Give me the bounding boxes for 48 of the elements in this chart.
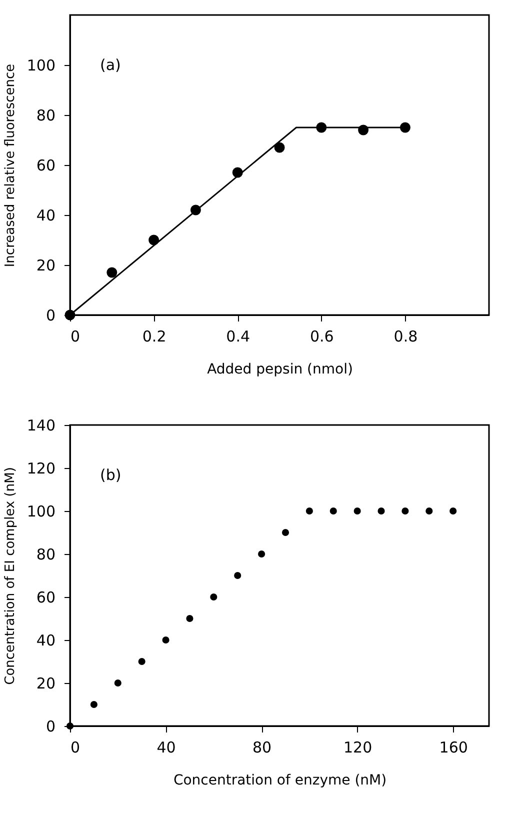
- y-tick-label: 100: [26, 502, 56, 520]
- y-tick-label: 40: [36, 632, 56, 650]
- x-axis-title: Added pepsin (nmol): [207, 362, 353, 378]
- y-tick-label: 80: [36, 106, 56, 124]
- point: [306, 507, 313, 515]
- x-tick-label: 80: [252, 738, 272, 756]
- y-tick-label: 100: [26, 56, 56, 74]
- point: [90, 700, 98, 708]
- x-axis-title: Concentration of enzyme (nM): [173, 772, 387, 788]
- point: [402, 507, 409, 515]
- point: [282, 528, 290, 536]
- point: [330, 507, 337, 515]
- point: [426, 507, 433, 515]
- point: [450, 507, 457, 515]
- x-tick-label: 40: [156, 738, 176, 756]
- point: [258, 550, 266, 558]
- annotation: (b): [100, 466, 122, 484]
- y-tick-label: 20: [36, 674, 56, 692]
- y-tick-label: 40: [36, 206, 56, 224]
- point: [274, 142, 285, 153]
- x-tick-label: 0.8: [394, 328, 418, 346]
- x-tick-label: 160: [439, 738, 468, 756]
- y-tick-label: 0: [46, 718, 56, 736]
- point: [114, 679, 122, 687]
- y-tick-label: 0: [46, 306, 56, 324]
- point: [210, 593, 218, 601]
- point: [138, 658, 146, 666]
- y-tick-label: 20: [36, 256, 56, 274]
- point: [354, 507, 361, 515]
- y-tick-label: 140: [26, 416, 56, 434]
- y-tick-label: 60: [36, 588, 56, 606]
- point: [378, 507, 385, 515]
- x-tick-label: 120: [343, 738, 372, 756]
- point: [186, 614, 194, 622]
- annotation: (a): [100, 56, 121, 74]
- y-tick-label: 80: [36, 546, 56, 564]
- x-tick-label: 0.6: [310, 328, 334, 346]
- point: [106, 267, 118, 278]
- x-tick-label: 0: [70, 328, 80, 346]
- y-axis-title: Increased relative fluorescence: [2, 64, 18, 268]
- x-tick-label: 0: [70, 738, 80, 756]
- point: [162, 636, 170, 644]
- x-tick-label: 0.4: [226, 328, 250, 346]
- point: [234, 572, 242, 580]
- y-tick-label: 120: [26, 460, 56, 478]
- x-tick-label: 0.2: [142, 328, 166, 346]
- y-axis-title: Concentration of EI complex (nM): [2, 467, 18, 685]
- y-tick-label: 60: [36, 156, 56, 174]
